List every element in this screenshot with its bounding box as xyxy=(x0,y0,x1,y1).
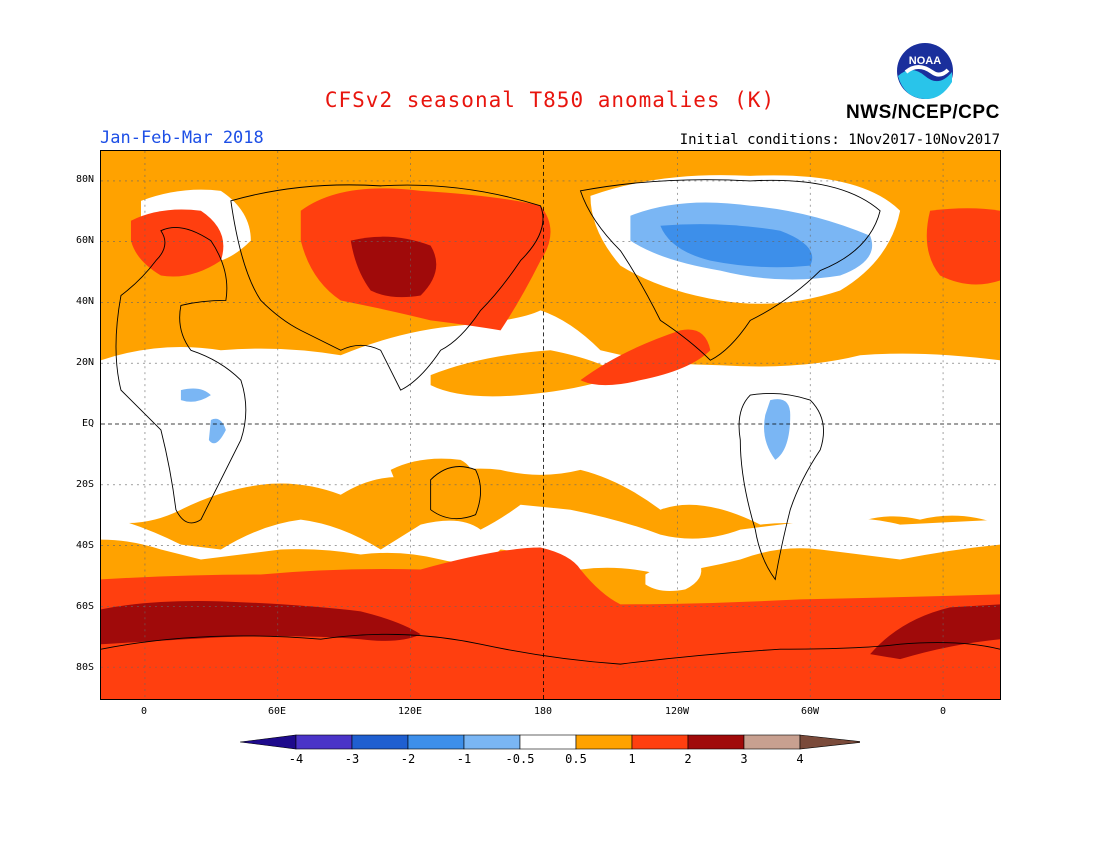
lon-label-180: 180 xyxy=(533,706,553,717)
legend-swatch xyxy=(575,734,633,750)
chart-title: CFSv2 seasonal T850 anomalies (K) xyxy=(324,88,776,112)
legend-tick-label: 1 xyxy=(628,752,636,766)
legend-swatch xyxy=(239,734,297,750)
legend-tick-label: 2 xyxy=(684,752,692,766)
lat-label-80n: 80N xyxy=(75,174,94,185)
neutral-tropics xyxy=(101,310,1000,530)
legend-swatch xyxy=(463,734,521,750)
legend-tick-label: 0.5 xyxy=(565,752,587,766)
legend-tick-label: 4 xyxy=(796,752,804,766)
lat-label-80s: 80S xyxy=(75,662,94,673)
legend-tick-label: 3 xyxy=(740,752,748,766)
anomaly-siberia-2-3 xyxy=(350,236,437,298)
lon-label-120w: 120W xyxy=(664,706,690,717)
legend-tick-label: -2 xyxy=(400,752,416,766)
coastlines xyxy=(101,179,1000,665)
legend-tick-label: -3 xyxy=(344,752,360,766)
neutral-south xyxy=(101,504,1000,575)
legend-swatch xyxy=(743,734,801,750)
period-label: Jan-Feb-Mar 2018 xyxy=(100,128,264,148)
legend-swatch xyxy=(687,734,745,750)
anomaly-canada-cold xyxy=(660,224,813,268)
lat-label-eq: EQ xyxy=(81,418,94,429)
lat-label-20n: 20N xyxy=(75,357,94,368)
legend-swatch xyxy=(407,734,465,750)
lon-label-0-right: 0 xyxy=(939,706,947,717)
lat-label-40n: 40N xyxy=(75,296,94,307)
legend-tick-label: -4 xyxy=(288,752,304,766)
lon-label-0: 0 xyxy=(140,706,148,717)
lat-label-40s: 40S xyxy=(75,540,94,551)
anomaly-antarctic-2-3 xyxy=(101,601,421,645)
initial-conditions-label: Initial conditions: 1Nov2017-10Nov2017 xyxy=(679,132,1000,148)
legend-swatch xyxy=(631,734,689,750)
anomaly-south-1-2 xyxy=(101,547,1000,699)
equator-dateline xyxy=(101,151,1000,699)
agency-label: NWS/NCEP/CPC xyxy=(846,102,1000,123)
graticule xyxy=(101,151,1000,699)
noaa-logo-text: NOAA xyxy=(909,55,941,67)
legend-tick-label: -0.5 xyxy=(505,752,535,766)
legend-swatch xyxy=(519,734,577,750)
noaa-logo: NOAA xyxy=(896,42,954,100)
lon-label-120e: 120E xyxy=(397,706,423,717)
lat-label-60n: 60N xyxy=(75,235,94,246)
legend-swatch xyxy=(799,734,865,750)
legend-swatch xyxy=(295,734,353,750)
lon-label-60w: 60W xyxy=(800,706,820,717)
anomaly-map xyxy=(100,150,1001,700)
lat-label-60s: 60S xyxy=(75,601,94,612)
lon-label-60e: 60E xyxy=(267,706,287,717)
lat-label-20s: 20S xyxy=(75,479,94,490)
color-legend xyxy=(239,734,865,768)
legend-tick-label: -1 xyxy=(456,752,472,766)
legend-swatch xyxy=(351,734,409,750)
